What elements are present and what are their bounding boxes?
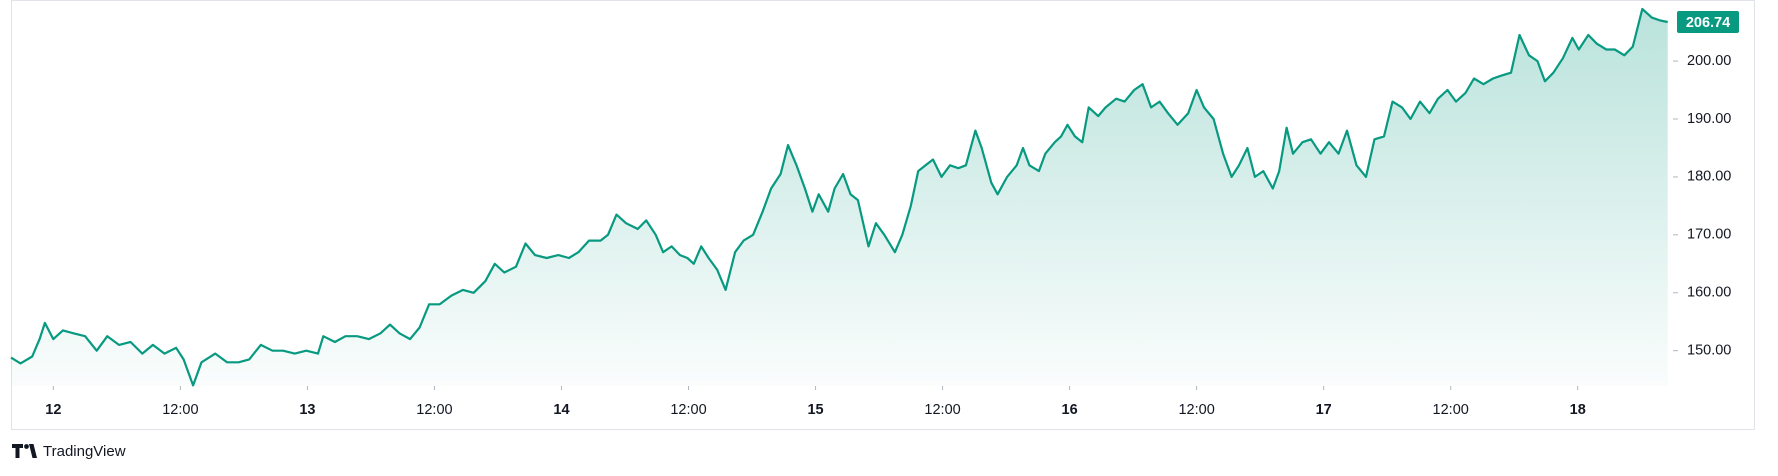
price-line [10,7,1668,387]
x-tick-label: 17 [1316,402,1332,418]
y-tick-label: 150.00 [1687,342,1731,358]
source-label: TradingView [43,443,126,460]
last-price-label: 206.74 [1686,15,1730,31]
x-tick-label: 12:00 [416,402,452,418]
x-tick-label: 12 [45,402,61,418]
x-tick-label: 18 [1570,402,1586,418]
chart-frame [11,0,1755,430]
x-tick-label: 15 [807,402,823,418]
logo [12,444,37,458]
y-tick-label: 190.00 [1687,111,1731,127]
x-tick-label: 13 [299,402,315,418]
x-tick-label: 14 [553,402,569,418]
area-fill [11,9,1668,386]
x-tick-label: 12:00 [162,402,198,418]
x-tick-label: 16 [1062,402,1078,418]
y-tick-label: 160.00 [1687,285,1731,301]
y-tick-label: 170.00 [1687,227,1731,243]
last-price-badge [1677,11,1739,34]
x-tick-label: 12:00 [1433,402,1469,418]
x-tick-label: 12:00 [1178,402,1214,418]
y-tick-label: 200.00 [1687,53,1731,69]
x-tick-label: 12:00 [670,402,706,418]
x-tick-label: 12:00 [924,402,960,418]
y-tick-label: 180.00 [1687,169,1731,185]
